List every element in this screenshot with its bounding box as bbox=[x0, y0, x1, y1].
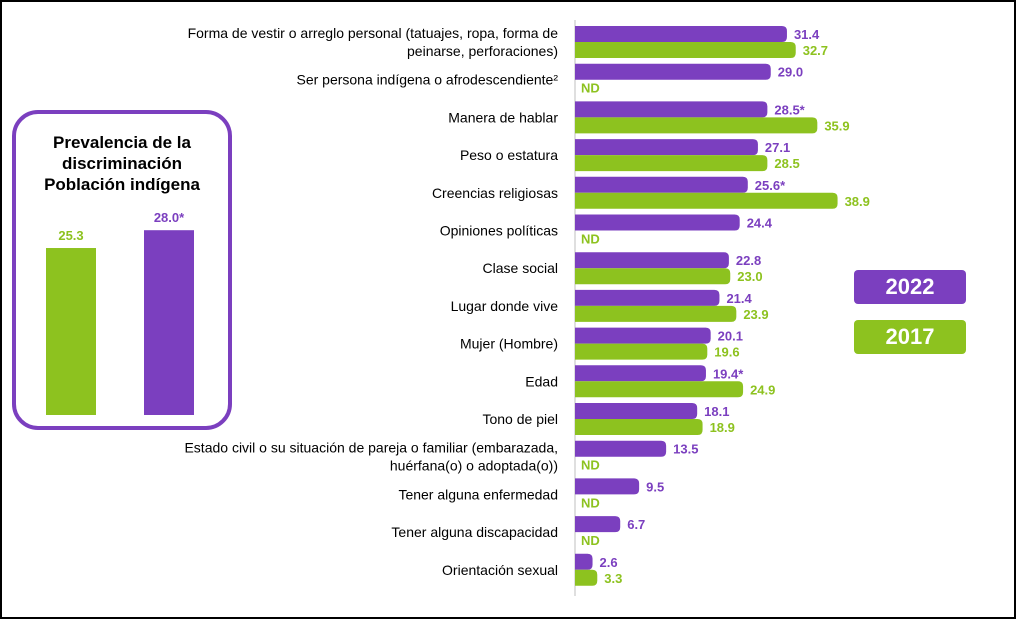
bar-2022 bbox=[575, 26, 787, 42]
category-label: Opiniones políticas bbox=[440, 223, 558, 239]
value-label-2017: ND bbox=[581, 495, 600, 510]
inset-bar-chart: 25.3 28.0* bbox=[46, 210, 194, 415]
bar-2017 bbox=[575, 42, 796, 58]
value-label-2017: 3.3 bbox=[604, 571, 622, 586]
value-label-2022: 29.0 bbox=[778, 65, 803, 80]
category-label: Estado civil o su situación de pareja o … bbox=[184, 440, 558, 456]
category-label: Manera de hablar bbox=[448, 109, 558, 125]
value-label-2017: 18.9 bbox=[710, 420, 735, 435]
legend-2022: 2022 bbox=[854, 270, 966, 304]
value-label-2022: 2.6 bbox=[600, 555, 618, 570]
category-label: Peso o estatura bbox=[460, 147, 558, 163]
bar-2017 bbox=[575, 117, 818, 134]
value-label-2022: 18.1 bbox=[704, 404, 729, 419]
category-label: Tener alguna enfermedad bbox=[398, 486, 558, 502]
category-label: Tono de piel bbox=[482, 411, 558, 427]
value-label-2017: ND bbox=[581, 81, 600, 96]
value-label-2017: 24.9 bbox=[750, 382, 775, 397]
bar-2022 bbox=[575, 553, 593, 570]
bar-2022 bbox=[575, 289, 720, 306]
category-label: huérfana(o) o adoptada(o)) bbox=[390, 458, 558, 474]
bar-2022 bbox=[575, 365, 706, 382]
category-label: Orientación sexual bbox=[442, 562, 558, 578]
category-label: Forma de vestir o arreglo personal (tatu… bbox=[188, 25, 559, 41]
inset-bar-2022 bbox=[144, 230, 194, 415]
bar-2017 bbox=[575, 381, 744, 398]
value-label-2022: 6.7 bbox=[627, 517, 645, 532]
bar-2022 bbox=[575, 403, 698, 419]
inset-title-line: Población indígena bbox=[44, 175, 200, 194]
inset-value-label: 28.0* bbox=[154, 210, 185, 225]
value-label-2022: 31.4 bbox=[794, 27, 820, 42]
category-label: Ser persona indígena o afrodescendiente² bbox=[296, 72, 558, 88]
category-label: Clase social bbox=[483, 260, 558, 276]
value-label-2017: 28.5 bbox=[774, 156, 799, 171]
category-label: Creencias religiosas bbox=[432, 185, 558, 201]
value-label-2022: 28.5* bbox=[774, 102, 805, 117]
value-label-2017: 38.9 bbox=[845, 194, 870, 209]
value-label-2022: 13.5 bbox=[673, 442, 698, 457]
value-label-2022: 22.8 bbox=[736, 253, 761, 268]
inset-panel: Prevalencia de la discriminación Poblaci… bbox=[12, 110, 232, 430]
bar-2022 bbox=[575, 139, 758, 156]
bar-2022 bbox=[575, 214, 740, 231]
value-label-2022: 9.5 bbox=[646, 479, 664, 494]
bar-2022 bbox=[575, 478, 640, 495]
bar-2017 bbox=[575, 268, 731, 285]
bar-2022 bbox=[575, 63, 771, 80]
bar-2022 bbox=[575, 176, 748, 193]
value-label-2017: 32.7 bbox=[803, 43, 828, 58]
value-label-2022: 19.4* bbox=[713, 366, 744, 381]
category-label: Mujer (Hombre) bbox=[460, 336, 558, 352]
value-label-2017: 19.6 bbox=[714, 345, 739, 360]
bar-2017 bbox=[575, 343, 708, 360]
bar-2017 bbox=[575, 155, 768, 172]
category-label: Lugar donde vive bbox=[451, 298, 559, 314]
value-label-2017: ND bbox=[581, 458, 600, 473]
bar-2022 bbox=[575, 252, 729, 269]
bar-2017 bbox=[575, 419, 703, 435]
inset-bar-2017 bbox=[46, 248, 96, 415]
category-label: Edad bbox=[525, 373, 558, 389]
value-label-2022: 24.4 bbox=[747, 216, 773, 231]
value-label-2017: ND bbox=[581, 533, 600, 548]
value-label-2017: ND bbox=[581, 232, 600, 247]
bar-2022 bbox=[575, 327, 711, 344]
category-label: Tener alguna discapacidad bbox=[391, 524, 558, 540]
bar-2022 bbox=[575, 101, 768, 118]
bar-2017 bbox=[575, 305, 737, 322]
category-label: peinarse, perforaciones) bbox=[407, 43, 558, 59]
value-label-2022: 27.1 bbox=[765, 140, 790, 155]
value-label-2022: 25.6* bbox=[755, 178, 786, 193]
bar-2022 bbox=[575, 440, 667, 457]
value-label-2017: 23.0 bbox=[737, 269, 762, 284]
bar-2017 bbox=[575, 569, 598, 586]
bar-2017 bbox=[575, 192, 838, 209]
inset-title-line: discriminación bbox=[62, 154, 182, 173]
inset-value-label: 25.3 bbox=[58, 228, 83, 243]
value-label-2017: 23.9 bbox=[743, 307, 768, 322]
value-label-2017: 35.9 bbox=[824, 118, 849, 133]
value-label-2022: 20.1 bbox=[718, 329, 743, 344]
inset-title: Prevalencia de la discriminación Poblaci… bbox=[16, 132, 228, 195]
value-label-2022: 21.4 bbox=[726, 291, 752, 306]
inset-title-line: Prevalencia de la bbox=[53, 133, 191, 152]
legend-2017: 2017 bbox=[854, 320, 966, 354]
bar-2022 bbox=[575, 516, 621, 533]
